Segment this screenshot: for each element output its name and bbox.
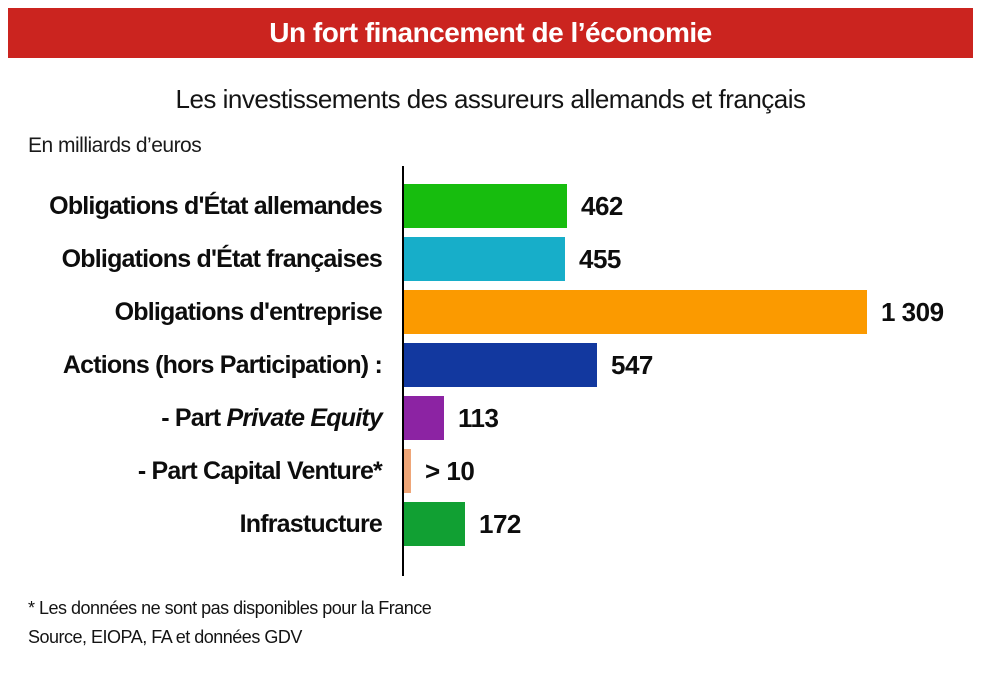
bar-zone: 462 <box>404 184 623 228</box>
bar-value: 455 <box>579 243 621 274</box>
bar-row: - Part Private Equity 113 <box>0 396 981 440</box>
category-label: Obligations d'État françaises <box>61 244 383 273</box>
category-label: Obligations d'entreprise <box>114 297 383 326</box>
bar-row: Infrastucture 172 <box>0 502 981 546</box>
bar-row: Obligations d'État françaises 455 <box>0 237 981 281</box>
category-label: Obligations d'État allemandes <box>49 191 383 220</box>
bar-zone: 1 309 <box>404 290 944 334</box>
bar <box>404 290 867 334</box>
banner-title: Un fort financement de l’économie <box>269 17 712 48</box>
y-axis-line <box>402 166 404 576</box>
bar <box>404 237 565 281</box>
bar <box>404 184 567 228</box>
category-label: - Part Private Equity <box>161 403 383 432</box>
bar-value: 547 <box>611 349 653 380</box>
chart-title: Les investissements des assureurs allema… <box>175 84 806 114</box>
bar-row: - Part Capital Venture* > 10 <box>0 449 981 493</box>
bar-value: 172 <box>479 508 521 539</box>
bar-value: 462 <box>581 190 623 221</box>
bar-value: 1 309 <box>881 296 944 327</box>
category-label: Infrastucture <box>239 509 383 538</box>
bar-zone: 113 <box>404 396 499 440</box>
bar-zone: 455 <box>404 237 621 281</box>
bar <box>404 449 411 493</box>
bar-zone: 547 <box>404 343 653 387</box>
bar <box>404 502 465 546</box>
footnote-asterisk: * Les données ne sont pas disponibles po… <box>28 598 432 618</box>
unit-label: En milliards d’euros <box>28 134 202 157</box>
bar <box>404 396 444 440</box>
bar <box>404 343 597 387</box>
bar-row: Obligations d'entreprise 1 309 <box>0 290 981 334</box>
bar-rows: Obligations d'État allemandes 462 Obliga… <box>0 184 981 555</box>
category-label: Actions (hors Participation) : <box>62 350 383 379</box>
bar-value: 113 <box>458 402 499 433</box>
category-label: - Part Capital Venture* <box>137 456 383 485</box>
bar-row: Actions (hors Participation) : 547 <box>0 343 981 387</box>
footnotes: * Les données ne sont pas disponibles po… <box>28 594 432 652</box>
bar-zone: 172 <box>404 502 521 546</box>
bar-value: > 10 <box>425 455 475 486</box>
bar-row: Obligations d'État allemandes 462 <box>0 184 981 228</box>
header-banner: Un fort financement de l’économie <box>8 8 973 58</box>
footnote-source: Source, EIOPA, FA et données GDV <box>28 627 302 647</box>
bar-zone: > 10 <box>404 449 475 493</box>
